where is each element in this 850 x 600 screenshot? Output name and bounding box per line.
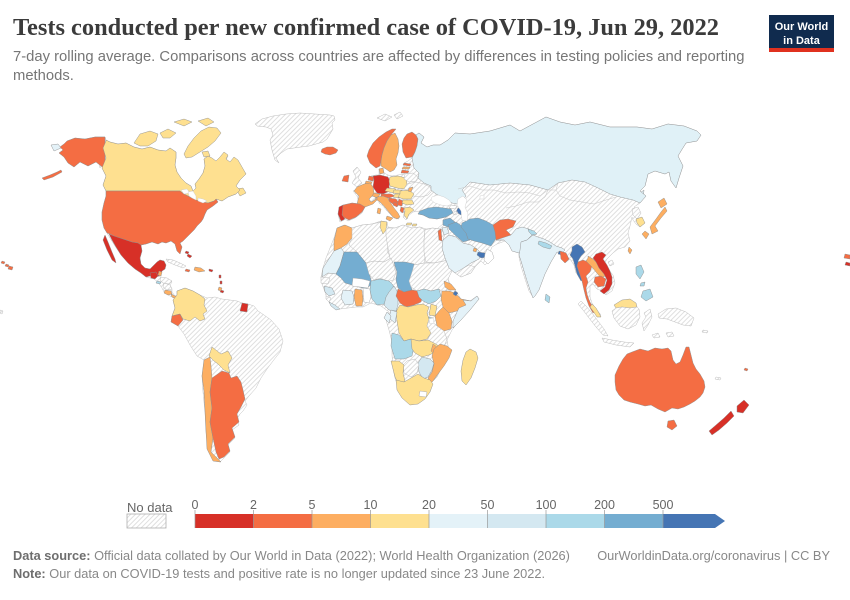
svg-text:10: 10 — [364, 498, 378, 512]
svg-text:50: 50 — [481, 498, 495, 512]
svg-text:100: 100 — [536, 498, 557, 512]
svg-text:5: 5 — [309, 498, 316, 512]
svg-text:0: 0 — [192, 498, 199, 512]
svg-text:20: 20 — [422, 498, 436, 512]
svg-text:500: 500 — [653, 498, 674, 512]
svg-text:2: 2 — [250, 498, 257, 512]
svg-text:200: 200 — [594, 498, 615, 512]
